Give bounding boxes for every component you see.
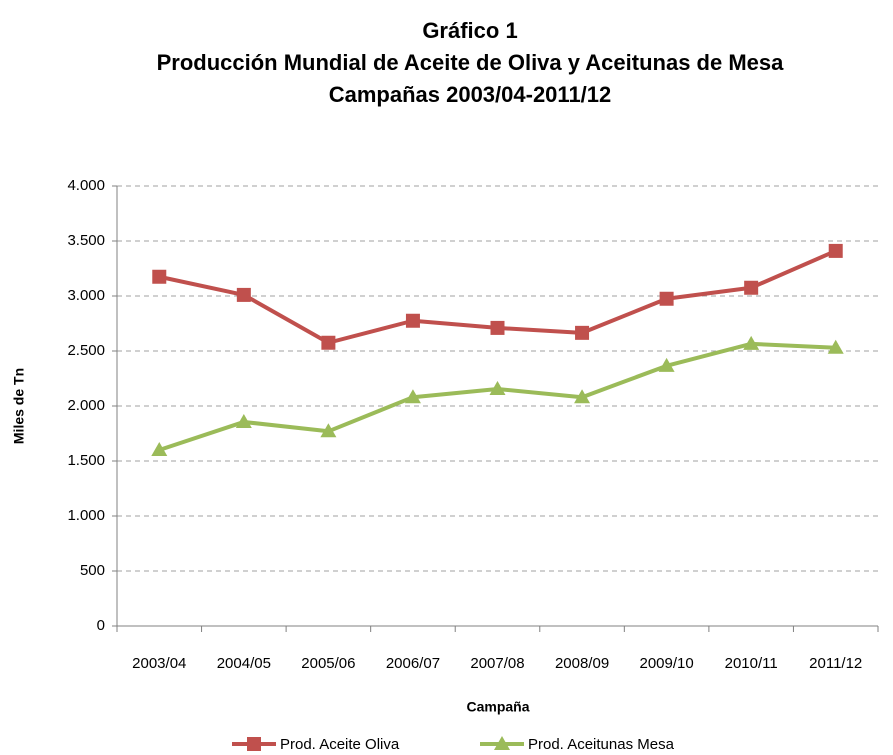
legend-label: Prod. Aceitunas Mesa [528, 736, 675, 753]
marker [405, 313, 420, 328]
y-tick-label: 2.500 [67, 342, 105, 359]
x-tick-label: 2011/12 [809, 655, 862, 672]
marker [321, 335, 336, 350]
x-tick-label: 2007/08 [470, 655, 524, 672]
legend-label: Prod. Aceite Oliva [280, 736, 400, 753]
y-tick-label: 3.500 [67, 232, 105, 249]
y-tick-label: 500 [80, 562, 105, 579]
marker [659, 291, 674, 306]
marker [490, 320, 505, 335]
marker [151, 442, 168, 456]
y-tick-label: 2.000 [67, 397, 105, 414]
y-tick-label: 4.000 [67, 177, 105, 194]
x-tick-label: 2008/09 [555, 655, 609, 672]
marker [744, 280, 759, 295]
marker [827, 339, 844, 354]
marker [247, 737, 261, 751]
marker [658, 357, 675, 372]
marker [404, 389, 421, 404]
y-tick-label: 1.500 [67, 452, 105, 469]
y-tick-label: 1.000 [67, 507, 105, 524]
y-tick-label: 3.000 [67, 287, 105, 304]
chart-title: Campañas 2003/04-2011/12 [329, 82, 612, 107]
marker [828, 243, 843, 258]
marker [494, 736, 510, 750]
y-tick-label: 0 [97, 617, 105, 634]
series-line [158, 341, 836, 452]
marker [575, 325, 590, 340]
marker [320, 423, 337, 438]
marker [743, 335, 760, 350]
y-axis-label: Miles de Tn [11, 368, 27, 444]
x-tick-label: 2003/04 [132, 655, 186, 672]
marker [489, 380, 506, 395]
marker [236, 287, 251, 302]
x-tick-label: 2005/06 [301, 655, 355, 672]
x-tick-label: 2004/05 [217, 655, 271, 672]
x-tick-label: 2006/07 [386, 655, 440, 672]
x-tick-label: 2009/10 [639, 655, 693, 672]
marker [235, 413, 252, 428]
x-tick-label: 2010/11 [725, 655, 778, 672]
marker [574, 389, 591, 404]
chart-title: Producción Mundial de Aceite de Oliva y … [157, 50, 785, 75]
marker [152, 269, 167, 284]
x-axis-label: Campaña [466, 699, 529, 715]
chart-title: Gráfico 1 [422, 18, 517, 43]
